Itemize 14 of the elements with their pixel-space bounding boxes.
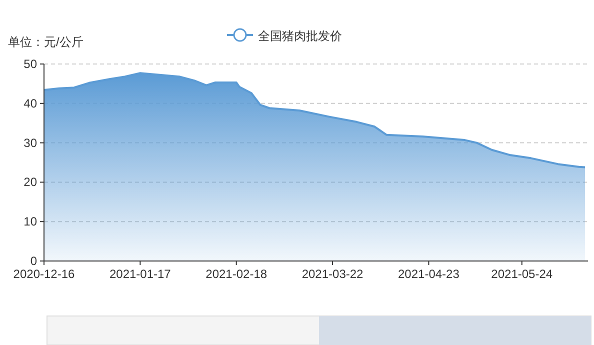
x-tick-label: 2021-02-18: [206, 267, 268, 281]
y-tick-label: 50: [24, 57, 38, 71]
y-tick-label: 40: [24, 96, 38, 110]
y-tick-label: 10: [24, 214, 38, 229]
y-tick-label: 20: [24, 175, 38, 190]
y-tick-label: 0: [30, 254, 38, 268]
x-tick-label: 2021-04-23: [398, 267, 460, 281]
x-tick-label: 2021-03-22: [302, 267, 364, 281]
x-tick-label: 2020-12-16: [13, 267, 76, 281]
x-tick-label: 2021-01-17: [109, 267, 172, 281]
x-tick-label: 2021-05-24: [491, 267, 553, 281]
legend-label: 全国猪肉批发价: [258, 29, 342, 43]
y-tick-label: 30: [24, 136, 38, 150]
y-axis-title: 单位：元/公斤: [8, 35, 84, 49]
